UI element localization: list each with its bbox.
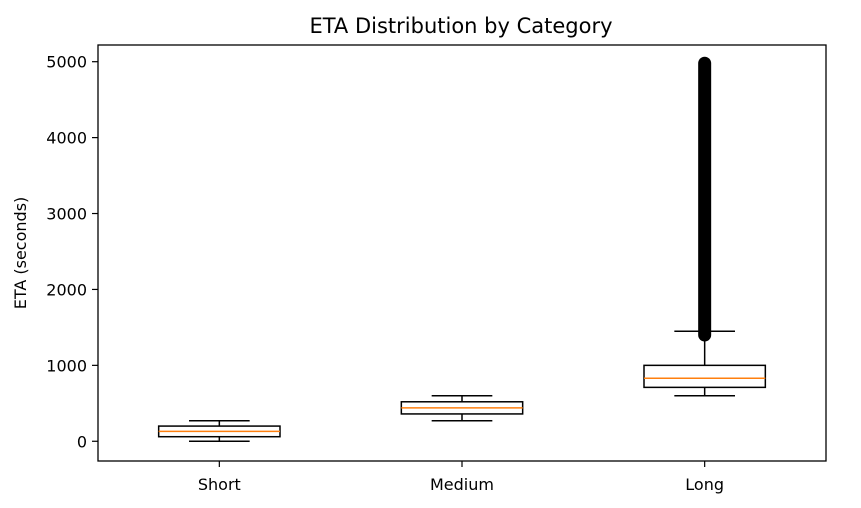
y-tick-label: 4000 — [46, 129, 87, 148]
chart-title: ETA Distribution by Category — [309, 14, 612, 38]
x-tick-label: Medium — [430, 475, 494, 494]
y-tick-label: 2000 — [46, 280, 87, 299]
y-tick-label: 3000 — [46, 205, 87, 224]
box-iqr — [643, 364, 767, 389]
x-tick-label: Short — [198, 475, 241, 494]
plot-area: 0 1000 2000 3000 4000 5000 Short Medium Long — [46, 53, 767, 494]
y-tick-label: 5000 — [46, 53, 87, 72]
y-tick-label: 0 — [77, 432, 87, 451]
x-tick-label: Long — [685, 475, 724, 494]
y-axis-label: ETA (seconds) — [11, 197, 30, 310]
plot-frame — [97, 44, 827, 462]
y-tick-label: 1000 — [46, 356, 87, 375]
